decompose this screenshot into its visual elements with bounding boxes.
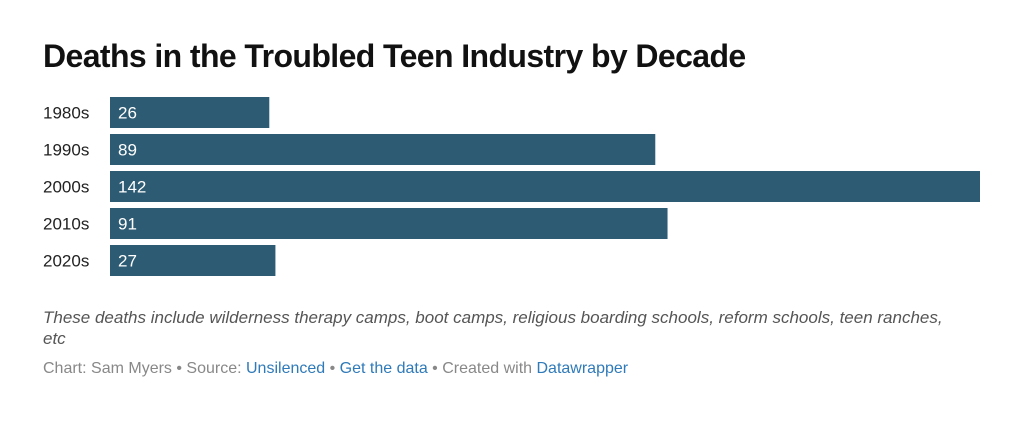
- chart-title: Deaths in the Troubled Teen Industry by …: [43, 38, 746, 74]
- value-label-2010s: 91: [118, 215, 137, 234]
- bar-2010s: [110, 208, 668, 239]
- bar-1990s: [110, 134, 656, 165]
- bar-chart: 1980s 26 1990s 89 2000s 142 2010s 91 2020s 27: [43, 97, 980, 276]
- category-label-2020s: 2020s: [43, 252, 89, 271]
- value-label-1990s: 89: [118, 141, 137, 160]
- category-label-2000s: 2000s: [43, 178, 89, 197]
- category-label-1990s: 1990s: [43, 141, 89, 160]
- get-data-link[interactable]: Get the data: [339, 360, 428, 377]
- bar-2000s: [110, 171, 980, 202]
- footer-credit: Chart: Sam Myers • Source:: [43, 360, 246, 377]
- source-link[interactable]: Unsilenced: [246, 360, 326, 377]
- value-label-2000s: 142: [118, 178, 146, 197]
- bar-2020s: [110, 245, 276, 276]
- chart-footer: Chart: Sam Myers • Source: Unsilenced • …: [43, 360, 628, 378]
- chart-notes: These deaths include wilderness therapy …: [43, 308, 943, 348]
- footer-created-with: • Created with: [427, 360, 537, 377]
- datawrapper-link[interactable]: Datawrapper: [536, 360, 629, 377]
- category-label-2010s: 2010s: [43, 215, 89, 234]
- bar-1980s: [110, 97, 270, 128]
- value-label-1980s: 26: [118, 104, 137, 123]
- value-label-2020s: 27: [118, 252, 137, 271]
- category-label-1980s: 1980s: [43, 104, 89, 123]
- footer-separator: •: [325, 360, 340, 377]
